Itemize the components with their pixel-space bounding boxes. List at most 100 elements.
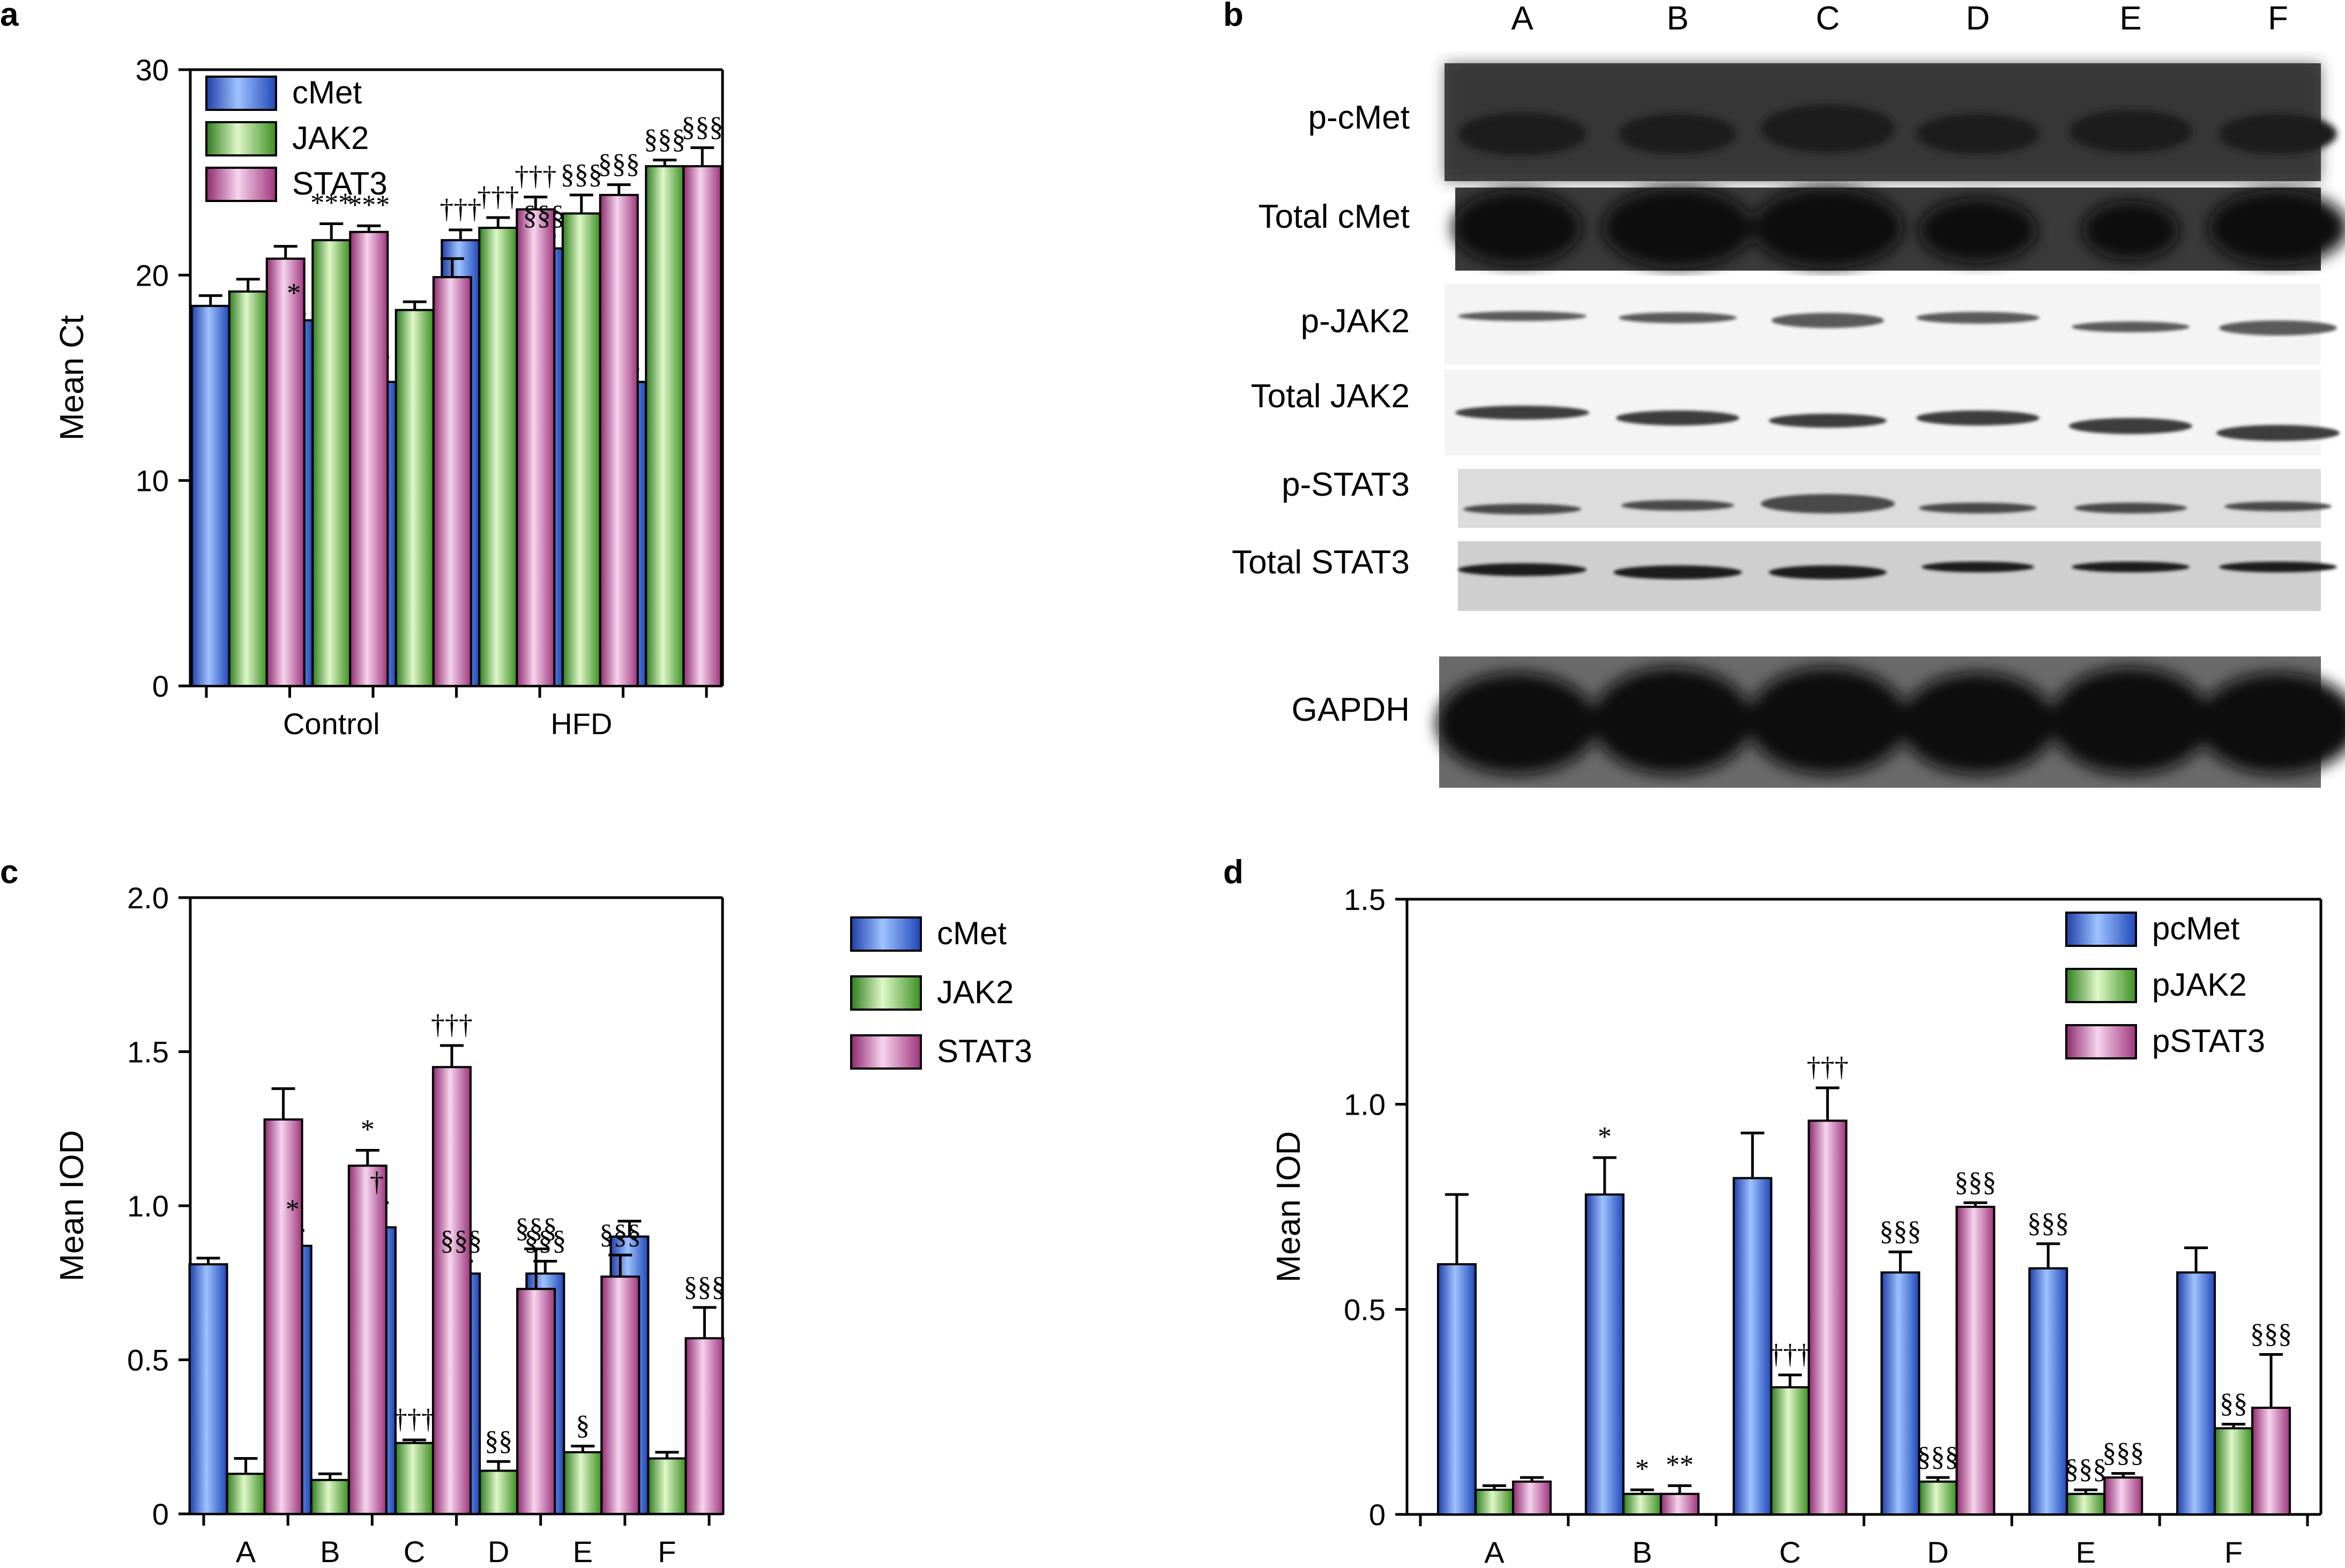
blot-strip-total-stat3 — [1458, 541, 2337, 611]
bar-stat3 — [682, 165, 723, 687]
blot-row-label-total-stat3: Total STAT3 — [1232, 544, 1410, 581]
bar-stat3 — [263, 1118, 303, 1515]
significance-marker: §§§ — [1954, 1167, 1996, 1197]
blot-strip-total-jak2 — [1445, 370, 2340, 456]
bar-stat3 — [516, 208, 556, 687]
blot-row-label-gapdh: GAPDH — [1292, 691, 1410, 728]
bar-jak2 — [563, 1451, 603, 1515]
significance-marker: §§§ — [523, 200, 565, 231]
significance-marker: §§§ — [2065, 1454, 2106, 1484]
blot-row-label-p-stat3: p-STAT3 — [1282, 466, 1410, 503]
significance-marker: ††† — [477, 182, 519, 212]
significance-marker: * — [361, 1115, 375, 1145]
significance-marker: §§§ — [599, 1219, 641, 1250]
blot-strip-total-cmet — [1453, 188, 2345, 271]
bar-jak2 — [311, 239, 352, 687]
significance-marker: §§§ — [644, 124, 686, 155]
panel-letter-b: b — [1223, 0, 1244, 33]
significance-marker: * — [286, 1194, 300, 1225]
panel-letter-a: a — [0, 0, 19, 33]
legend-label-cmet: cMet — [292, 74, 362, 110]
x-tick-label-a: A — [236, 1535, 256, 1568]
x-tick-label-c: C — [1779, 1535, 1800, 1568]
bar-pcmet — [1732, 1177, 1773, 1516]
significance-marker: ** — [1666, 1450, 1694, 1480]
significance-marker: *** — [310, 188, 352, 219]
bar-stat3 — [431, 1066, 472, 1515]
blot-strip-p-jak2 — [1445, 284, 2337, 364]
significance-marker: *** — [348, 190, 390, 220]
significance-marker: §§§ — [598, 149, 640, 180]
panel-letter-c: c — [0, 854, 18, 891]
bar-pstat3 — [2103, 1476, 2143, 1516]
lane-label-c: C — [1816, 0, 1840, 37]
significance-marker: § — [576, 1410, 590, 1441]
x-group-label-control: Control — [283, 707, 380, 741]
x-tick-label-e: E — [2076, 1535, 2096, 1568]
bar-pstat3 — [1807, 1119, 1848, 1515]
bar-jak2 — [228, 290, 268, 687]
bar-jak2 — [647, 1457, 687, 1515]
bar-jak2 — [394, 309, 435, 687]
significance-marker: §§§ — [515, 1213, 557, 1244]
legend-label-pcmet: pcMet — [2152, 910, 2240, 946]
bar-pstat3 — [1955, 1206, 1996, 1515]
y-tick-label: 0.5 — [1344, 1293, 1386, 1326]
bar-stat3 — [684, 1337, 725, 1515]
bar-pjak2 — [2066, 1492, 2106, 1516]
bar-jak2 — [645, 165, 685, 687]
bar-pjak2 — [1770, 1386, 1810, 1515]
x-tick-label-b: B — [1632, 1535, 1652, 1568]
y-tick-label: 1.5 — [127, 1035, 169, 1069]
bar-stat3 — [516, 1288, 556, 1515]
y-tick-label: 10 — [136, 464, 169, 498]
y-tick-label: 0 — [152, 669, 169, 703]
x-tick-label-a: A — [1484, 1535, 1505, 1568]
significance-marker: ††† — [1807, 1052, 1849, 1082]
blot-row-label-p-jak2: p-JAK2 — [1301, 303, 1410, 340]
significance-marker: §§§ — [561, 159, 602, 190]
legend-label-jak2: JAK2 — [937, 974, 1014, 1010]
bar-pstat3 — [2251, 1407, 2291, 1516]
significance-marker: §§§ — [1879, 1216, 1921, 1246]
blot-row-label-total-jak2: Total JAK2 — [1251, 378, 1410, 415]
legend-swatch-pjak2 — [2065, 968, 2137, 1003]
bar-pstat3 — [1512, 1480, 1552, 1516]
x-group-label-hfd: HFD — [550, 707, 612, 741]
significance-marker: §§§ — [1917, 1442, 1959, 1472]
significance-marker: ††† — [515, 161, 556, 192]
legend-swatch-cmet — [850, 916, 922, 952]
y-tick-label: 2.0 — [127, 881, 169, 915]
bar-pcmet — [2176, 1271, 2216, 1516]
x-tick-label-d: D — [1927, 1535, 1948, 1568]
bar-pjak2 — [1474, 1489, 1514, 1516]
bar-cmet — [188, 1263, 228, 1515]
legend-swatch-stat3 — [850, 1034, 922, 1070]
significance-marker: §§§ — [681, 112, 723, 143]
y-axis-title: Mean Ct — [54, 315, 91, 440]
y-tick-label: 0.5 — [127, 1343, 169, 1377]
lane-label-d: D — [1966, 0, 1990, 37]
bar-stat3 — [349, 230, 389, 688]
y-axis-title: Mean IOD — [54, 1130, 91, 1282]
legend-label-pstat3: pSTAT3 — [2152, 1023, 2265, 1059]
bar-jak2 — [561, 212, 601, 688]
x-tick-label-f: F — [2224, 1535, 2243, 1568]
panel-letter-d: d — [1223, 854, 1244, 891]
legend-swatch-pcmet — [2065, 912, 2137, 947]
legend-label-cmet: cMet — [937, 915, 1007, 951]
western-blot-panel: A B C D E F p-cMet Total cMet p-JAK2 Tot… — [1232, 0, 2345, 788]
significance-marker: † — [370, 1167, 384, 1197]
y-axis-title: Mean IOD — [1270, 1131, 1307, 1283]
lane-label-b: B — [1666, 0, 1688, 37]
bar-stat3 — [599, 193, 639, 688]
legend-swatch-stat3 — [205, 167, 277, 202]
x-tick-label-f: F — [658, 1535, 676, 1568]
significance-marker: ††† — [431, 1010, 473, 1040]
significance-marker: §§§ — [524, 1226, 566, 1256]
bar-stat3 — [347, 1164, 388, 1515]
blot-strip-p-cmet — [1445, 63, 2337, 181]
blot-strip-gapdh — [1436, 656, 2345, 788]
